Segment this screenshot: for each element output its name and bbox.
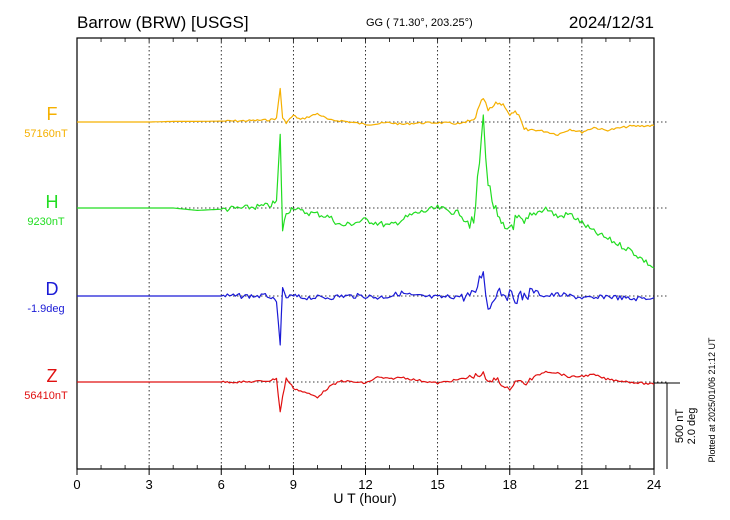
series-name-Z: Z: [47, 366, 58, 386]
series-name-H: H: [46, 192, 59, 212]
station-title: Barrow (BRW) [USGS]: [77, 13, 249, 32]
series-baseline-D: -1.9deg: [27, 303, 64, 315]
x-axis-ticks: 0 3 6 9 12 15 18 21 24: [73, 38, 661, 492]
series-name-D: D: [46, 279, 59, 299]
x-tick-label-21: 21: [575, 477, 589, 492]
x-tick-label-3: 3: [146, 477, 153, 492]
baselines: [77, 121, 668, 383]
trace-F: [77, 87, 655, 136]
x-tick-label-9: 9: [290, 477, 297, 492]
x-tick-label-6: 6: [218, 477, 225, 492]
x-axis-label: U T (hour): [333, 490, 396, 506]
x-tick-label-0: 0: [73, 477, 80, 492]
scale-nt-label: 500 nT: [674, 409, 686, 444]
series-labels: F 57160nT H 9230nT D -1.9deg Z 56410nT: [24, 104, 68, 402]
trace-H: [77, 114, 655, 269]
scale-deg-label: 2.0 deg: [686, 408, 698, 445]
x-tick-label-18: 18: [503, 477, 517, 492]
series-baseline-F: 57160nT: [24, 128, 68, 140]
trace-Z: [77, 370, 655, 413]
series-name-F: F: [47, 104, 58, 124]
series-baseline-H: 9230nT: [27, 216, 65, 228]
trace-D: [77, 271, 655, 346]
series-traces: [77, 87, 655, 413]
coordinates-label: GG ( 71.30°, 203.25°): [366, 17, 473, 29]
grid-lines: [148, 38, 583, 469]
plotted-timestamp: Plotted at 2025/01/06 21:12 UT: [707, 337, 717, 463]
x-tick-label-24: 24: [647, 477, 661, 492]
date-label: 2024/12/31: [569, 13, 654, 32]
series-baseline-Z: 56410nT: [24, 390, 68, 402]
x-tick-label-12: 12: [358, 477, 372, 492]
x-tick-label-15: 15: [430, 477, 444, 492]
